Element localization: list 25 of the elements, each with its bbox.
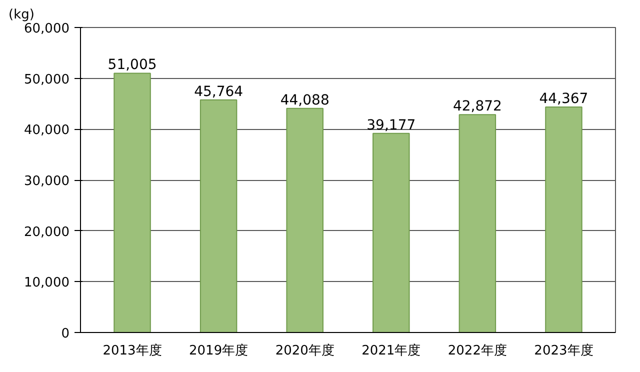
data-label: 51,005 xyxy=(108,57,157,74)
bar xyxy=(200,99,238,332)
bar xyxy=(458,114,496,332)
x-tick-label: 2022年度 xyxy=(448,342,507,358)
x-tick-label: 2013年度 xyxy=(102,342,162,358)
y-axis-title: (kg) xyxy=(8,8,34,22)
y-tick-label: 30,000 xyxy=(24,174,70,189)
y-tick-label: 60,000 xyxy=(24,22,70,36)
data-label: 44,088 xyxy=(280,92,330,108)
bar xyxy=(545,106,582,332)
y-tick-label: 50,000 xyxy=(24,72,70,88)
x-tick-label: 2023年度 xyxy=(534,342,594,358)
x-tick-label: 2021年度 xyxy=(362,342,421,358)
data-label: 44,367 xyxy=(539,90,588,107)
data-label: 42,872 xyxy=(452,98,502,115)
y-tick-label: 0 xyxy=(61,326,70,342)
bar xyxy=(286,108,324,332)
x-tick-label: 2020年度 xyxy=(275,342,334,358)
y-tick-label: 20,000 xyxy=(24,224,70,240)
x-tick-label: 2019年度 xyxy=(189,342,248,358)
y-tick-label: 40,000 xyxy=(24,123,70,138)
bar xyxy=(114,72,151,332)
bar xyxy=(372,132,410,332)
y-tick-label: 10,000 xyxy=(24,276,70,291)
data-label: 45,764 xyxy=(194,84,244,100)
